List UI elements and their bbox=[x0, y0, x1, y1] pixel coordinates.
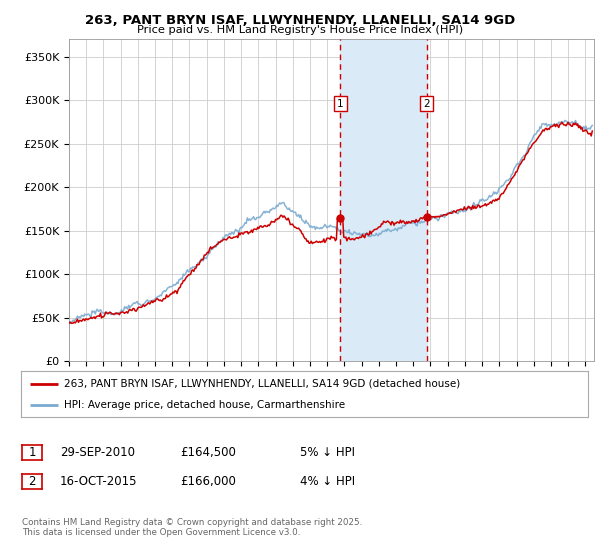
Text: 1: 1 bbox=[337, 99, 343, 109]
FancyBboxPatch shape bbox=[421, 96, 433, 111]
Text: 16-OCT-2015: 16-OCT-2015 bbox=[60, 475, 137, 488]
Text: £164,500: £164,500 bbox=[180, 446, 236, 459]
Bar bbox=[340, 39, 427, 361]
Text: 5% ↓ HPI: 5% ↓ HPI bbox=[300, 446, 355, 459]
Text: 263, PANT BRYN ISAF, LLWYNHENDY, LLANELLI, SA14 9GD (detached house): 263, PANT BRYN ISAF, LLWYNHENDY, LLANELL… bbox=[64, 379, 460, 389]
Text: 1: 1 bbox=[28, 446, 36, 459]
Text: 2: 2 bbox=[28, 475, 36, 488]
Text: 29-SEP-2010: 29-SEP-2010 bbox=[60, 446, 135, 459]
Text: HPI: Average price, detached house, Carmarthenshire: HPI: Average price, detached house, Carm… bbox=[64, 400, 344, 410]
Text: £166,000: £166,000 bbox=[180, 475, 236, 488]
Text: 263, PANT BRYN ISAF, LLWYNHENDY, LLANELLI, SA14 9GD: 263, PANT BRYN ISAF, LLWYNHENDY, LLANELL… bbox=[85, 14, 515, 27]
FancyBboxPatch shape bbox=[334, 96, 347, 111]
Text: Contains HM Land Registry data © Crown copyright and database right 2025.
This d: Contains HM Land Registry data © Crown c… bbox=[22, 518, 362, 538]
Text: 4% ↓ HPI: 4% ↓ HPI bbox=[300, 475, 355, 488]
Text: 2: 2 bbox=[424, 99, 430, 109]
Text: Price paid vs. HM Land Registry's House Price Index (HPI): Price paid vs. HM Land Registry's House … bbox=[137, 25, 463, 35]
